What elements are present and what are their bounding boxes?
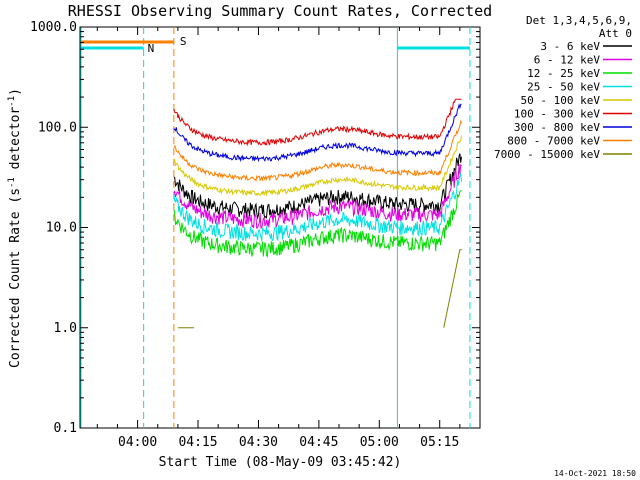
x-tick-label: 05:00 bbox=[360, 435, 399, 450]
y-tick-label: 10.0 bbox=[46, 221, 77, 236]
legend-label: 50 - 100 keV bbox=[521, 94, 601, 107]
x-axis-label: Start Time (08-May-09 03:45:42) bbox=[159, 455, 402, 470]
series-line-300-800kev bbox=[173, 103, 462, 163]
saa-label: S bbox=[180, 35, 187, 48]
legend-label: 100 - 300 keV bbox=[514, 108, 600, 121]
night-label: N bbox=[148, 42, 155, 55]
legend-label: 12 - 25 keV bbox=[527, 67, 600, 80]
series-line-800-7000kev bbox=[173, 119, 462, 182]
legend-header-line2: Att 0 bbox=[599, 27, 632, 40]
series-line-50-100kev bbox=[173, 135, 462, 197]
legend-label: 6 - 12 keV bbox=[534, 54, 601, 67]
legend-label: 300 - 800 keV bbox=[514, 121, 600, 134]
legend-label: 25 - 50 keV bbox=[527, 81, 600, 94]
series-line-6-12kev bbox=[173, 163, 462, 229]
series-line-12-25kev bbox=[173, 189, 462, 258]
y-axis-label: Corrected Count Rate (s-1 detector-1) bbox=[7, 88, 23, 368]
series-line-100-300kev bbox=[173, 98, 462, 147]
legend-label: 7000 - 15000 keV bbox=[494, 148, 600, 161]
series-line-25-50kev bbox=[173, 171, 462, 242]
y-tick-label: 100.0 bbox=[38, 120, 77, 135]
x-tick-label: 04:45 bbox=[299, 435, 338, 450]
y-tick-label: 0.1 bbox=[54, 421, 77, 436]
x-tick-label: 04:30 bbox=[239, 435, 278, 450]
series-line-3-6kev bbox=[173, 153, 462, 220]
timestamp: 14-Oct-2021 18:50 bbox=[554, 469, 636, 478]
legend-label: 3 - 6 keV bbox=[540, 40, 600, 53]
chart-title: RHESSI Observing Summary Count Rates, Co… bbox=[68, 2, 492, 20]
legend-header-line1: Det 1,3,4,5,6,9, bbox=[526, 14, 632, 27]
legend-label: 800 - 7000 keV bbox=[507, 135, 600, 148]
series-line-7000-15000kev-rise bbox=[443, 249, 462, 328]
y-tick-label: 1.0 bbox=[54, 321, 77, 336]
y-tick-label: 1000.0 bbox=[30, 20, 77, 35]
x-tick-label: 04:00 bbox=[118, 435, 157, 450]
x-tick-label: 04:15 bbox=[178, 435, 217, 450]
x-tick-label: 05:15 bbox=[420, 435, 459, 450]
